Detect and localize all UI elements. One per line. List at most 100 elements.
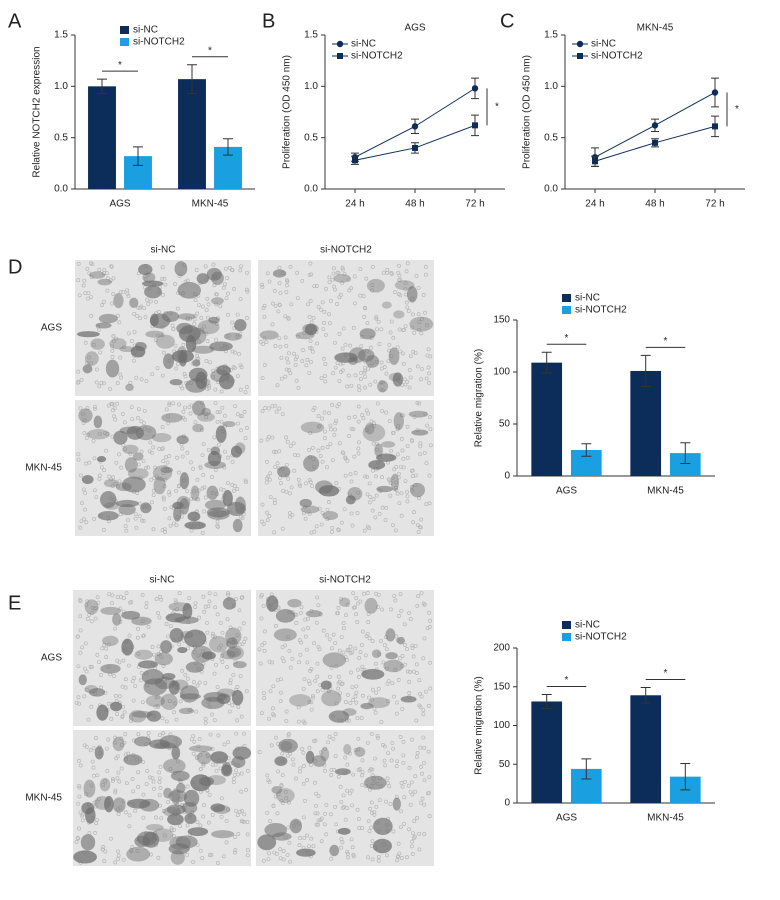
pore <box>403 643 407 647</box>
pore <box>350 650 355 655</box>
y-tick-label: 50 <box>499 759 511 770</box>
pore <box>197 615 202 620</box>
pore <box>271 301 276 306</box>
pore <box>368 806 372 811</box>
pore <box>219 653 224 658</box>
pore <box>215 612 220 617</box>
cell <box>171 745 181 760</box>
pore <box>341 626 346 631</box>
pore <box>268 494 273 499</box>
pore <box>322 410 327 415</box>
pore <box>382 365 387 370</box>
cell <box>215 425 227 443</box>
pore <box>396 424 401 429</box>
pore <box>178 824 183 829</box>
pore <box>374 690 379 695</box>
pore <box>113 626 118 631</box>
cell <box>210 803 226 812</box>
pore <box>106 403 111 408</box>
pore <box>343 473 348 478</box>
pore <box>231 365 236 369</box>
marker <box>652 139 658 146</box>
cell <box>173 506 182 522</box>
pore <box>338 691 343 696</box>
pore <box>220 660 225 664</box>
pore <box>365 474 370 479</box>
pore <box>160 292 165 297</box>
panel-letter: C <box>500 10 514 32</box>
pore <box>297 482 302 487</box>
cell <box>337 827 351 835</box>
pore <box>99 673 103 677</box>
pore <box>260 409 265 414</box>
pore <box>314 524 319 529</box>
pore <box>410 737 414 742</box>
pore <box>91 746 96 751</box>
pore <box>204 415 209 420</box>
cell <box>100 664 121 674</box>
pore <box>308 668 313 673</box>
pore <box>265 476 269 481</box>
pore <box>270 435 275 440</box>
pore <box>79 519 84 524</box>
y-tick-label: 0 <box>504 471 510 482</box>
pore <box>407 368 412 372</box>
pore <box>137 514 142 519</box>
pore <box>238 387 243 392</box>
pore <box>239 595 244 600</box>
pore <box>94 380 99 385</box>
legend-label: si-NOTCH2 <box>575 632 627 643</box>
pore <box>146 731 151 736</box>
pore <box>104 646 109 651</box>
pore <box>177 591 182 596</box>
pore <box>199 327 204 332</box>
pore <box>278 344 283 349</box>
pore <box>203 495 208 500</box>
cell <box>145 695 165 707</box>
pore <box>332 432 337 437</box>
pore <box>94 495 99 500</box>
pore <box>119 766 124 771</box>
cell <box>163 353 175 370</box>
pore <box>399 437 404 441</box>
y-tick-label: 0.0 <box>544 184 558 195</box>
pore <box>91 342 96 347</box>
cell <box>406 286 418 303</box>
pore <box>97 384 102 389</box>
cell <box>119 426 140 435</box>
pore <box>265 437 270 442</box>
pore <box>387 784 392 789</box>
pore <box>155 333 160 338</box>
cell <box>371 649 382 659</box>
x-tick-label: 72 h <box>705 199 724 210</box>
pore <box>151 493 156 497</box>
pore <box>103 849 108 854</box>
pore <box>244 689 249 694</box>
pore <box>338 784 343 789</box>
pore <box>111 276 116 281</box>
pore <box>78 628 83 633</box>
pore <box>129 849 134 854</box>
pore <box>285 315 290 320</box>
pore <box>399 608 404 613</box>
pore <box>167 490 171 495</box>
pore <box>327 321 332 326</box>
pore <box>364 427 369 432</box>
pore <box>350 803 355 808</box>
pore <box>138 305 143 310</box>
pore <box>307 844 311 849</box>
pore <box>356 490 360 495</box>
pore <box>100 303 105 307</box>
pore <box>161 497 166 502</box>
pore <box>421 656 426 661</box>
legend-swatch <box>120 38 129 46</box>
pore <box>239 428 243 433</box>
pore <box>146 625 151 629</box>
cell <box>153 476 166 495</box>
pore <box>89 783 94 788</box>
pore <box>354 690 359 695</box>
pore <box>205 339 210 344</box>
pore <box>195 683 200 688</box>
marker <box>411 123 419 130</box>
pore <box>77 783 82 788</box>
